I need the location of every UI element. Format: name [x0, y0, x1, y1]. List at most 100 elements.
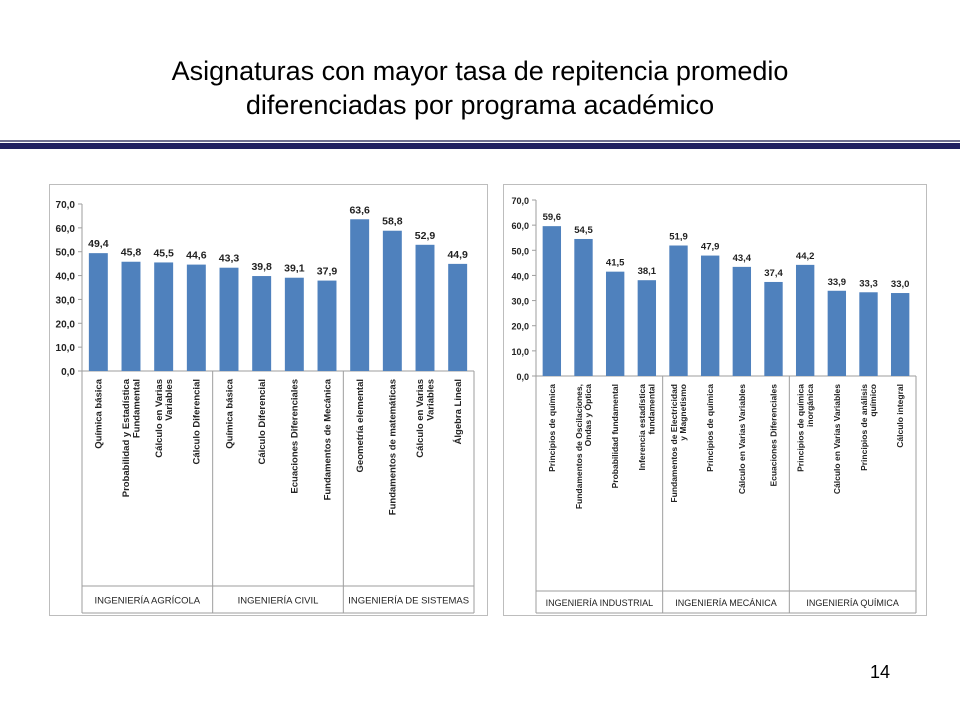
- bar: [827, 290, 847, 376]
- category-label-line: y Magnetismo: [678, 384, 688, 441]
- data-label: 44,9: [447, 249, 468, 261]
- data-label: 59,6: [543, 212, 562, 223]
- data-label: 39,8: [251, 261, 272, 273]
- y-tick-label: 70,0: [56, 200, 76, 211]
- data-label: 44,6: [186, 250, 207, 262]
- category-label: Fundamentos de Oscilaciones,Ondas y Ópti…: [574, 384, 593, 509]
- slide-title-line-1: Asignaturas con mayor tasa de repitencia…: [171, 56, 789, 86]
- y-tick-label: 40,0: [56, 272, 76, 283]
- category-label-line: químico: [868, 384, 878, 417]
- title-divider-thin: [0, 140, 960, 142]
- y-tick-label: 60,0: [511, 221, 529, 231]
- category-label-line: Ondas y Óptica: [582, 384, 593, 447]
- category-label: Cálculo en VariasVariables: [154, 379, 175, 458]
- category-label: Cálculo en VariasVariables: [415, 379, 436, 458]
- category-label: Ecuaciones Diferenciales: [768, 384, 778, 487]
- bar: [574, 238, 593, 376]
- slide-title-line-2: diferenciadas por programa académico: [245, 90, 715, 120]
- bar: [284, 277, 304, 371]
- category-label-line: inorgánica: [805, 384, 815, 427]
- category-label: Fundamentos de Mecánica: [322, 378, 333, 500]
- y-tick-label: 0,0: [516, 372, 529, 382]
- group-label: INGENIERÍA QUÍMICA: [806, 598, 899, 608]
- bar: [382, 230, 402, 371]
- data-label: 43,3: [219, 253, 240, 265]
- category-label-line: Fundamentos de Electricidad: [669, 384, 679, 503]
- category-label: Cálculo en Varias Variables: [737, 384, 747, 494]
- group-label: INGENIERÍA AGRÍCOLA: [95, 596, 201, 607]
- category-label-line: Probabilidad y Estadística: [121, 378, 132, 497]
- category-label: Principios de análisisquímico: [859, 384, 878, 471]
- category-label: Cálculo Diferencial: [257, 379, 268, 465]
- bar: [700, 255, 720, 376]
- y-tick-label: 20,0: [511, 322, 529, 332]
- data-label: 47,9: [701, 242, 720, 253]
- category-label-line: Inferencia estadística: [637, 384, 647, 471]
- data-label: 38,1: [638, 266, 657, 277]
- data-label: 52,9: [415, 230, 436, 242]
- data-label: 58,8: [382, 216, 403, 228]
- bar-chart-right: 0,0 10,0 20,0 30,0 40,0 50,0 60,0 70,0 59,6 Princ…: [511, 196, 917, 614]
- data-label: 33,3: [859, 278, 878, 289]
- data-label: 51,9: [669, 232, 688, 243]
- slide-title: Asignaturas con mayor tasa de repitencia…: [80, 54, 880, 122]
- bar: [732, 266, 752, 376]
- page-number: 14: [870, 662, 891, 682]
- group-label: INGENIERÍA DE SISTEMAS: [348, 596, 469, 607]
- y-tick-label: 30,0: [511, 297, 529, 307]
- y-tick-label: 40,0: [511, 271, 529, 281]
- bar: [542, 226, 562, 376]
- data-label: 44,2: [796, 251, 815, 262]
- category-label-line: Principios de análisis: [859, 384, 869, 471]
- category-label: Principios de química: [547, 384, 557, 472]
- bar: [415, 244, 435, 371]
- data-label: 43,4: [733, 253, 752, 264]
- group-label: INGENIERÍA MECÁNICA: [675, 598, 777, 608]
- category-label-line: Variables: [426, 379, 437, 421]
- bar-chart-left: 0,0 10,0 20,0 30,0 40,0 50,0 60,0 70,0 49,4 Quími…: [56, 200, 475, 614]
- y-tick-label: 50,0: [56, 248, 76, 259]
- y-tick-label: 60,0: [56, 224, 76, 235]
- bar: [154, 262, 174, 371]
- category-label: Química básica: [94, 378, 105, 448]
- data-label: 37,9: [317, 266, 338, 278]
- data-label: 33,0: [891, 279, 910, 290]
- category-label: Principios de químicainorgánica: [795, 384, 814, 472]
- bar: [121, 261, 141, 371]
- bar: [669, 245, 688, 376]
- category-label-line: Variables: [164, 379, 175, 421]
- bar: [795, 264, 815, 376]
- category-label-line: fundamental: [646, 384, 656, 435]
- category-label: Geometría elemental: [355, 379, 366, 472]
- category-label: Cálculo Diferencial: [192, 379, 203, 465]
- y-tick-label: 0,0: [61, 367, 75, 378]
- group-label: INGENIERÍA INDUSTRIAL: [546, 598, 654, 608]
- y-tick-label: 10,0: [56, 343, 76, 354]
- category-label-line: Fundamental: [132, 379, 143, 438]
- category-label-line: Cálculo en Varias: [154, 379, 165, 458]
- data-label: 39,1: [284, 263, 305, 275]
- bar: [637, 280, 657, 376]
- y-tick-label: 50,0: [511, 246, 529, 256]
- data-label: 54,5: [574, 225, 593, 236]
- category-label: Probabilidad y EstadísticaFundamental: [121, 378, 142, 497]
- data-label: 45,8: [121, 247, 142, 259]
- bar: [186, 264, 206, 371]
- category-label: Principios de química: [705, 384, 715, 472]
- chart-panel-left: 0,0 10,0 20,0 30,0 40,0 50,0 60,0 70,0 49,4 Quími…: [49, 184, 488, 616]
- bar: [219, 267, 239, 371]
- data-label: 41,5: [606, 258, 625, 269]
- category-label-line: Cálculo en Varias: [415, 379, 426, 458]
- category-label: Fundamentos de matemáticas: [388, 379, 399, 515]
- bar: [252, 276, 272, 371]
- data-label: 49,4: [88, 238, 109, 250]
- data-label: 37,4: [764, 268, 783, 279]
- y-tick-label: 70,0: [511, 196, 529, 206]
- bar: [764, 281, 783, 376]
- category-label: Química básica: [224, 378, 235, 448]
- data-label: 45,5: [153, 247, 174, 259]
- category-label: Álgebra Lineal: [453, 379, 464, 444]
- category-label: Inferencia estadísticafundamental: [637, 384, 656, 471]
- y-tick-label: 30,0: [56, 295, 76, 306]
- category-label: Cálculo integral: [895, 384, 905, 448]
